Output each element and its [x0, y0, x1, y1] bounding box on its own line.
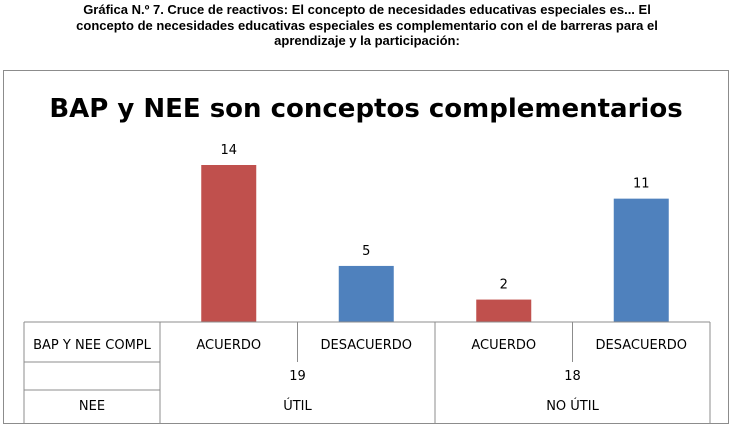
category-label: DESACUERDO	[596, 338, 687, 353]
data-label: 2	[500, 278, 508, 293]
category-label: ACUERDO	[196, 338, 261, 353]
chart-frame	[3, 70, 729, 424]
caption-line: aprendizaje y la participación:	[274, 33, 460, 48]
row-label: BAP Y NEE COMPL	[33, 338, 152, 353]
data-label: 14	[220, 143, 237, 158]
row-label: NEE	[79, 399, 105, 414]
group-count: 18	[564, 369, 581, 384]
figure-caption: Gráfica N.º 7. Cruce de reactivos: El co…	[0, 2, 734, 49]
bar	[201, 165, 257, 322]
bars-layer: 14 5 2 11	[201, 143, 669, 322]
category-label: ACUERDO	[471, 338, 536, 353]
bar	[476, 299, 532, 322]
category-label: DESACUERDO	[321, 338, 412, 353]
bar	[613, 198, 669, 322]
caption-line: Gráfica N.º 7. Cruce de reactivos: El co…	[83, 2, 651, 17]
group-label: ÚTIL	[283, 398, 312, 414]
group-label: NO ÚTIL	[546, 398, 599, 414]
data-label: 5	[362, 244, 370, 259]
bar	[338, 265, 394, 322]
chart-title: BAP y NEE son conceptos complementarios	[49, 94, 682, 124]
caption-line: concepto de necesidades educativas espec…	[76, 17, 658, 33]
category-table: BAP Y NEE COMPL NEE ACUERDO DESACUERDO ACUER…	[23, 321, 711, 423]
data-label: 11	[633, 177, 650, 192]
group-count: 19	[289, 369, 306, 384]
